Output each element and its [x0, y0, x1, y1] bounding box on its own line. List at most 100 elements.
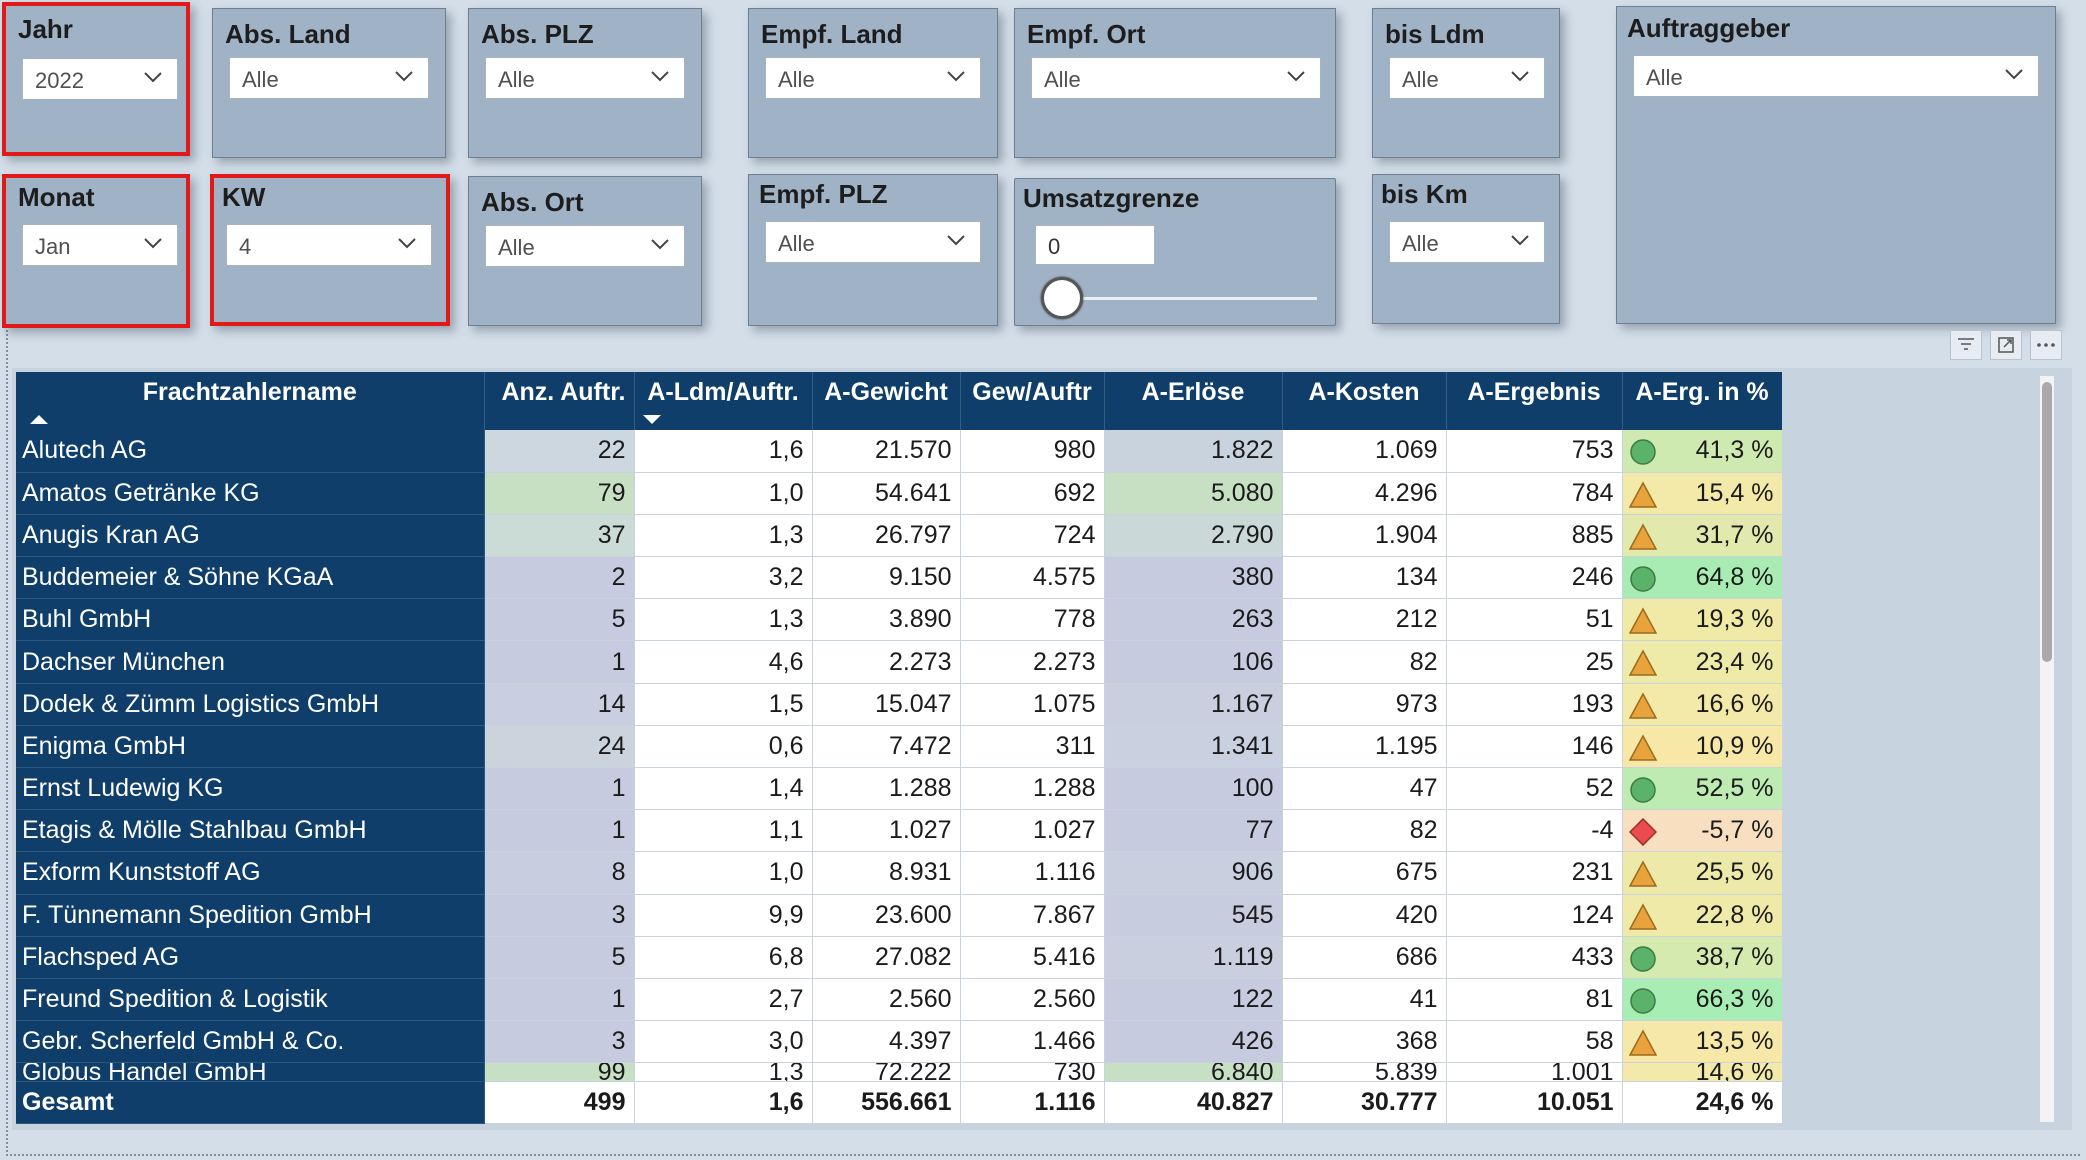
anz-auftr-cell: 3: [484, 1020, 635, 1064]
table-row[interactable]: Enigma GmbH 24 0,6 7.472 311 1.341 1.195 146 10,…: [16, 725, 1782, 769]
status-warning-triangle-icon: [1628, 607, 1657, 634]
kw-dropdown[interactable]: 4: [226, 224, 432, 266]
a-ldm-auftr-cell: 1,5: [634, 683, 813, 726]
a-erg-pct-value: 22,8 %: [1695, 900, 1774, 929]
table-row[interactable]: Buhl GmbH 5 1,3 3.890 778 263 212 51 19,3 %: [16, 598, 1782, 642]
jahr-dropdown[interactable]: 2022: [22, 58, 178, 100]
table-row[interactable]: F. Tünnemann Spedition GmbH 3 9,9 23.600 7.8…: [16, 894, 1782, 937]
focus-mode-icon[interactable]: [1990, 330, 2022, 360]
slicer-abs-ort[interactable]: Abs. Ort Alle: [468, 176, 702, 326]
column-header-label: Anz. Auftr.: [501, 378, 626, 406]
slicer-bis-km[interactable]: bis Km Alle: [1372, 174, 1560, 324]
column-header-a-ergebnis[interactable]: A-Ergebnis: [1446, 372, 1623, 430]
frachtzahlername-cell: Etagis & Mölle Stahlbau GmbH: [16, 809, 485, 853]
a-erg-pct-cell: 13,5 %: [1622, 1020, 1782, 1064]
column-header-a-kosten[interactable]: A-Kosten: [1282, 372, 1447, 430]
table-row[interactable]: Dachser München 1 4,6 2.273 2.273 106 82 25 23,4…: [16, 640, 1782, 684]
a-erg-pct-cell: 14,6 %: [1622, 1062, 1782, 1083]
a-kosten-cell: 82: [1282, 809, 1447, 853]
a-gewicht-cell: 2.273: [812, 640, 961, 684]
slicer-auftraggeber[interactable]: Auftraggeber Alle: [1616, 6, 2056, 324]
empf-plz-dropdown-value: Alle: [778, 231, 815, 256]
slicer-jahr[interactable]: Jahr 2022: [2, 2, 190, 156]
slicer-abs-plz[interactable]: Abs. PLZ Alle: [468, 8, 702, 158]
abs-plz-dropdown[interactable]: Alle: [485, 57, 685, 99]
column-header-gew-auftr[interactable]: Gew/Auftr: [960, 372, 1105, 430]
column-header-frachtzahlername[interactable]: Frachtzahlername: [16, 372, 485, 430]
a-kosten-cell: 5.839: [1282, 1062, 1447, 1083]
abs-ort-dropdown[interactable]: Alle: [485, 225, 685, 267]
slicer-abs-land[interactable]: Abs. Land Alle: [212, 8, 446, 158]
bis-ldm-dropdown-value: Alle: [1402, 67, 1439, 92]
a-ldm-auftr-cell: 1,0: [634, 472, 813, 515]
total-a-kosten-cell: 30.777: [1282, 1081, 1447, 1124]
column-header-anz-auftr[interactable]: Anz. Auftr.: [484, 372, 635, 430]
table-row[interactable]: Gebr. Scherfeld GmbH & Co. 3 3,0 4.397 1.466…: [16, 1020, 1782, 1064]
table-row[interactable]: Amatos Getränke KG 79 1,0 54.641 692 5.080 4.2…: [16, 472, 1782, 515]
table-row[interactable]: Alutech AG 22 1,6 21.570 980 1.822 1.069 753 41,…: [16, 430, 1782, 473]
bis-ldm-dropdown[interactable]: Alle: [1389, 57, 1545, 99]
anz-auftr-cell: 8: [484, 851, 635, 895]
more-options-icon[interactable]: [2030, 330, 2062, 360]
frachtzahlername-cell: Buhl GmbH: [16, 598, 485, 642]
a-ldm-auftr-cell: 3,0: [634, 1020, 813, 1064]
a-gewicht-cell: 7.472: [812, 725, 961, 769]
column-header-a-erloese[interactable]: A-Erlöse: [1104, 372, 1283, 430]
abs-ort-dropdown-value: Alle: [498, 235, 535, 260]
auftraggeber-dropdown[interactable]: Alle: [1633, 55, 2039, 97]
column-header-a-ldm-auftr[interactable]: A-Ldm/Auftr.: [634, 372, 813, 430]
column-header-label: Frachtzahlername: [142, 378, 357, 406]
table-row[interactable]: Freund Spedition & Logistik 1 2,7 2.560 2.56…: [16, 978, 1782, 1022]
slicer-empf-land[interactable]: Empf. Land Alle: [748, 8, 998, 158]
slicer-empf-ort[interactable]: Empf. Ort Alle: [1014, 8, 1336, 158]
slicer-monat[interactable]: Monat Jan: [2, 174, 190, 328]
table-scrollbar[interactable]: [2040, 376, 2054, 1122]
a-erloese-cell: 6.840: [1104, 1062, 1283, 1083]
abs-land-dropdown[interactable]: Alle: [229, 57, 429, 99]
monat-dropdown[interactable]: Jan: [22, 224, 178, 266]
a-erg-pct-cell: 22,8 %: [1622, 894, 1782, 937]
a-erloese-cell: 2.790: [1104, 514, 1283, 558]
a-erg-pct-cell: 16,6 %: [1622, 683, 1782, 726]
table-row[interactable]: Dodek & Zümm Logistics GmbH 14 1,5 15.047 1.…: [16, 683, 1782, 726]
slicer-kw[interactable]: KW 4: [210, 174, 450, 326]
column-header-a-gewicht[interactable]: A-Gewicht: [812, 372, 961, 430]
scrollbar-thumb[interactable]: [2042, 382, 2052, 662]
umsatzgrenze-input[interactable]: 0: [1035, 225, 1155, 265]
umsatzgrenze-input-value: 0: [1048, 234, 1061, 259]
column-header-label: Gew/Auftr: [972, 378, 1092, 406]
chevron-down-icon: [947, 71, 965, 82]
table-row[interactable]: Anugis Kran AG 37 1,3 26.797 724 2.790 1.904 88…: [16, 514, 1782, 558]
a-erg-pct-cell: 52,5 %: [1622, 767, 1782, 811]
bis-km-dropdown[interactable]: Alle: [1389, 221, 1545, 263]
table-row[interactable]: Exform Kunststoff AG 8 1,0 8.931 1.116 906 675…: [16, 851, 1782, 895]
table-row[interactable]: Globus Handel GmbH 99 1,3 72.222 730 6.840 5.8…: [16, 1062, 1782, 1083]
umsatzgrenze-slider-handle[interactable]: [1041, 277, 1083, 319]
a-ergebnis-cell: 1.001: [1446, 1062, 1623, 1083]
table-row[interactable]: Ernst Ludewig KG 1 1,4 1.288 1.288 100 47 52 52,…: [16, 767, 1782, 811]
a-erloese-cell: 106: [1104, 640, 1283, 684]
empf-plz-dropdown[interactable]: Alle: [765, 221, 981, 263]
column-header-label: A-Ldm/Auftr.: [647, 378, 799, 406]
slicer-bis-ldm[interactable]: bis Ldm Alle: [1372, 8, 1560, 158]
a-gewicht-cell: 54.641: [812, 472, 961, 515]
chevron-down-icon: [1511, 71, 1529, 82]
table-row[interactable]: Etagis & Mölle Stahlbau GmbH 1 1,1 1.027 1.0…: [16, 809, 1782, 853]
total-a-gewicht-cell: 556.661: [812, 1081, 961, 1124]
filter-icon[interactable]: [1950, 330, 1982, 360]
table-row[interactable]: Flachsped AG 5 6,8 27.082 5.416 1.119 686 433 38…: [16, 936, 1782, 979]
jahr-dropdown-value: 2022: [35, 68, 84, 93]
slicer-empf-plz[interactable]: Empf. PLZ Alle: [748, 174, 998, 326]
gew-auftr-cell: 1.116: [960, 851, 1105, 895]
a-gewicht-cell: 9.150: [812, 556, 961, 600]
a-erg-pct-value: -5,7 %: [1701, 816, 1774, 845]
empf-ort-dropdown[interactable]: Alle: [1031, 57, 1321, 99]
slicer-umsatzgrenze[interactable]: Umsatzgrenze 0: [1014, 178, 1336, 326]
anz-auftr-cell: 37: [484, 514, 635, 558]
empf-land-dropdown[interactable]: Alle: [765, 57, 981, 99]
bis-km-dropdown-value: Alle: [1402, 231, 1439, 256]
umsatzgrenze-slider-track[interactable]: [1055, 297, 1317, 300]
gew-auftr-cell: 7.867: [960, 894, 1105, 937]
column-header-a-erg-pct[interactable]: A-Erg. in %: [1622, 372, 1782, 430]
table-row[interactable]: Buddemeier & Söhne KGaA 2 3,2 9.150 4.575 380…: [16, 556, 1782, 600]
